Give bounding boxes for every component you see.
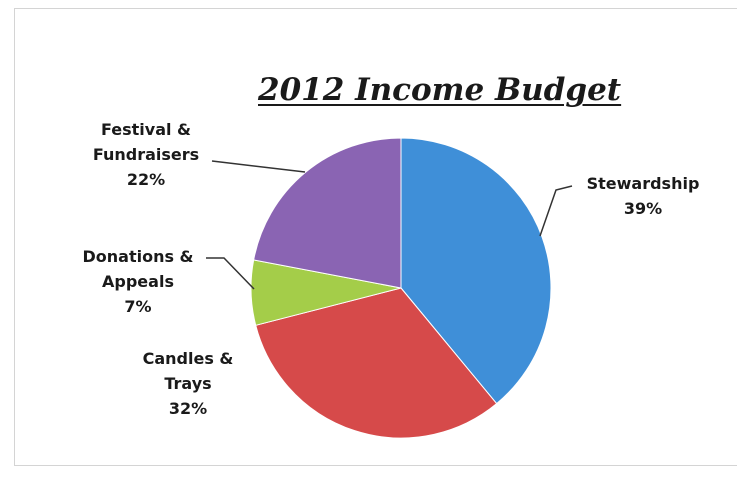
leader-line-donations-appeals bbox=[206, 257, 255, 290]
slice-label-stewardship: Stewardship 39% bbox=[568, 171, 718, 221]
slice-label-festival-fundraisers-name-line1: Festival & bbox=[100, 120, 192, 139]
slice-label-donations-appeals-percent: 7% bbox=[124, 297, 152, 316]
slice-label-candles-trays: Candles & Trays 32% bbox=[128, 346, 248, 421]
slice-label-stewardship-percent: 39% bbox=[623, 199, 663, 218]
slice-label-festival-fundraisers-name-line2: Fundraisers bbox=[92, 145, 200, 164]
slice-label-festival-fundraisers-percent: 22% bbox=[126, 170, 166, 189]
leader-line-festival-fundraisers bbox=[211, 160, 306, 173]
slice-label-candles-trays-name-line2: Trays bbox=[164, 374, 212, 393]
leader-line-stewardship bbox=[539, 185, 573, 237]
slice-label-donations-appeals-name-line1: Donations & bbox=[82, 247, 194, 266]
slice-label-festival-fundraisers: Festival & Fundraisers 22% bbox=[76, 117, 216, 192]
chart-title: 2012 Income Budget bbox=[258, 72, 622, 108]
slice-label-candles-trays-name-line1: Candles & bbox=[142, 349, 234, 368]
slice-label-stewardship-name: Stewardship bbox=[586, 174, 700, 193]
slice-label-donations-appeals-name-line2: Appeals bbox=[102, 272, 174, 291]
pie-slice-festival-fundraisers bbox=[253, 137, 402, 289]
pie-slice-stewardship bbox=[400, 137, 552, 405]
slice-label-donations-appeals: Donations & Appeals 7% bbox=[68, 244, 208, 319]
slice-label-candles-trays-percent: 32% bbox=[168, 399, 208, 418]
pie-slice-candles-trays bbox=[255, 287, 498, 439]
